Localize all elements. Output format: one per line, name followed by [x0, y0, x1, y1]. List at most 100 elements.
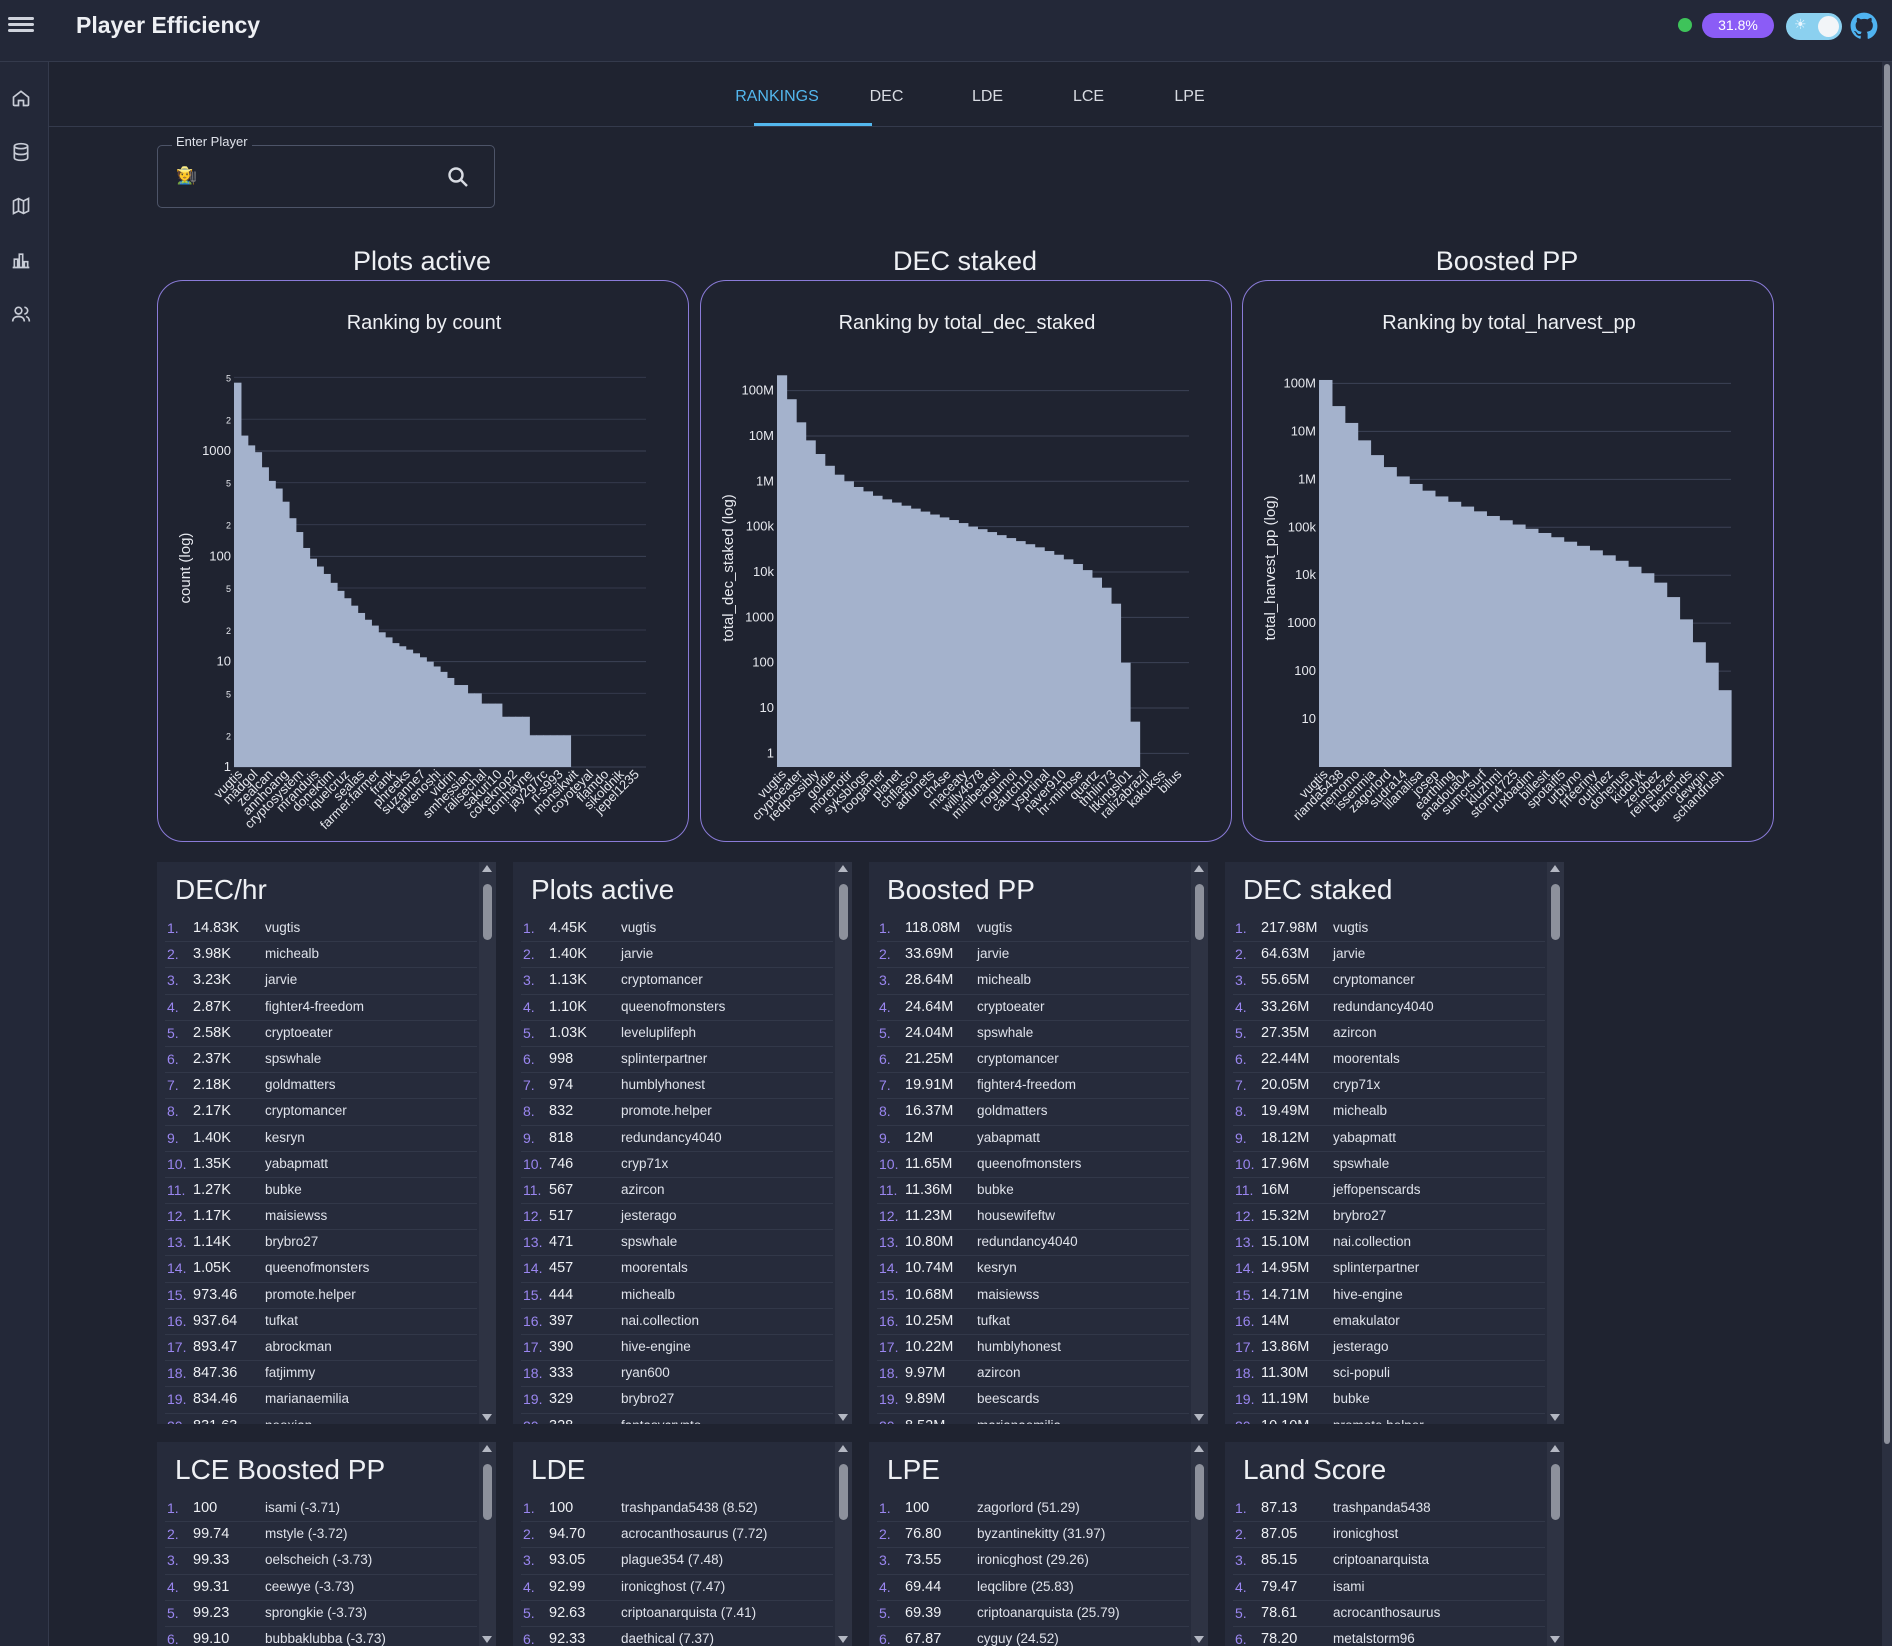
rank-row[interactable]: 8. 16.37M goldmatters [877, 1099, 1189, 1126]
rank-row[interactable]: 17. 893.47 abrockman [165, 1335, 477, 1362]
rank-row[interactable]: 13. 15.10M nai.collection [1233, 1230, 1545, 1257]
rank-row[interactable]: 18. 333 ryan600 [521, 1361, 833, 1388]
map-icon[interactable] [11, 196, 33, 218]
rank-row[interactable]: 16. 937.64 tufkat [165, 1309, 477, 1335]
scroll-up-icon[interactable] [482, 1445, 492, 1452]
rank-row[interactable]: 13. 10.80M redundancy4040 [877, 1230, 1189, 1257]
rank-row[interactable]: 4. 69.44 leqclibre (25.83) [877, 1575, 1189, 1601]
rank-row[interactable]: 14. 457 moorentals [521, 1256, 833, 1283]
rank-row[interactable]: 10. 746 cryp71x [521, 1152, 833, 1178]
panel-scrollbar[interactable] [835, 1442, 852, 1646]
rank-row[interactable]: 4. 1.10K queenofmonsters [521, 995, 833, 1021]
rank-row[interactable]: 7. 2.18K goldmatters [165, 1073, 477, 1100]
scroll-down-icon[interactable] [482, 1414, 492, 1421]
scroll-up-icon[interactable] [838, 1445, 848, 1452]
rank-row[interactable]: 2. 76.80 byzantinekitty (31.97) [877, 1522, 1189, 1549]
tab-lpe[interactable]: LPE [1174, 88, 1205, 105]
rank-row[interactable]: 8. 19.49M michealb [1233, 1099, 1545, 1126]
rank-row[interactable]: 1. 217.98M vugtis [1233, 916, 1545, 943]
rank-row[interactable]: 1. 14.83K vugtis [165, 916, 477, 943]
rank-row[interactable]: 17. 13.86M jesterago [1233, 1335, 1545, 1362]
rank-row[interactable]: 10. 1.35K yabapmatt [165, 1152, 477, 1178]
rank-row[interactable]: 10. 11.65M queenofmonsters [877, 1152, 1189, 1178]
rank-row[interactable]: 8. 832 promote.helper [521, 1099, 833, 1126]
rank-row[interactable]: 7. 20.05M cryp71x [1233, 1073, 1545, 1100]
scroll-thumb[interactable] [1551, 884, 1560, 940]
rank-row[interactable]: 4. 24.64M cryptoeater [877, 995, 1189, 1021]
page-scroll-thumb[interactable] [1884, 64, 1890, 1444]
rank-row[interactable]: 1. 100 isami (-3.71) [165, 1496, 477, 1523]
rank-row[interactable]: 2. 99.74 mstyle (-3.72) [165, 1522, 477, 1549]
bar-chart-icon[interactable] [11, 250, 33, 272]
rank-row[interactable]: 16. 10.25M tufkat [877, 1309, 1189, 1335]
rank-row[interactable]: 7. 974 humblyhonest [521, 1073, 833, 1100]
rank-row[interactable]: 12. 517 jesterago [521, 1204, 833, 1231]
scroll-down-icon[interactable] [1194, 1414, 1204, 1421]
rank-row[interactable]: 5. 69.39 criptoanarquista (25.79) [877, 1601, 1189, 1627]
rank-row[interactable]: 6. 22.44M moorentals [1233, 1047, 1545, 1074]
rank-row[interactable]: 5. 99.23 sprongkie (-3.73) [165, 1601, 477, 1627]
rank-row[interactable]: 15. 14.71M hive-engine [1233, 1283, 1545, 1309]
scroll-down-icon[interactable] [1550, 1414, 1560, 1421]
scroll-up-icon[interactable] [482, 865, 492, 872]
rank-row[interactable]: 1. 87.13 trashpanda5438 [1233, 1496, 1545, 1523]
rank-row[interactable]: 6. 99.10 bubbaklubba (-3.73) [165, 1627, 477, 1646]
rank-row[interactable]: 15. 973.46 promote.helper [165, 1283, 477, 1309]
rank-row[interactable]: 1. 4.45K vugtis [521, 916, 833, 943]
rank-row[interactable]: 5. 2.58K cryptoeater [165, 1021, 477, 1047]
rank-row[interactable]: 5. 27.35M azircon [1233, 1021, 1545, 1047]
rank-row[interactable]: 6. 21.25M cryptomancer [877, 1047, 1189, 1074]
scroll-up-icon[interactable] [1194, 1445, 1204, 1452]
rank-row[interactable]: 20. 831.63 neoxian [165, 1414, 477, 1424]
rank-row[interactable]: 15. 444 michealb [521, 1283, 833, 1309]
rank-row[interactable]: 16. 397 nai.collection [521, 1309, 833, 1335]
rank-row[interactable]: 19. 834.46 marianaemilia [165, 1387, 477, 1414]
rank-row[interactable]: 1. 118.08M vugtis [877, 916, 1189, 943]
rank-row[interactable]: 18. 847.36 fatjimmy [165, 1361, 477, 1388]
scroll-thumb[interactable] [1195, 884, 1204, 940]
rank-row[interactable]: 16. 14M emakulator [1233, 1309, 1545, 1335]
rank-row[interactable]: 11. 1.27K bubke [165, 1178, 477, 1205]
rank-row[interactable]: 9. 1.40K kesryn [165, 1126, 477, 1152]
rank-row[interactable]: 18. 9.97M azircon [877, 1361, 1189, 1388]
rank-row[interactable]: 3. 3.23K jarvie [165, 968, 477, 995]
rank-row[interactable]: 2. 33.69M jarvie [877, 942, 1189, 969]
rank-row[interactable]: 6. 92.33 daethical (7.37) [521, 1627, 833, 1646]
scroll-down-icon[interactable] [1550, 1636, 1560, 1643]
rank-row[interactable]: 11. 567 azircon [521, 1178, 833, 1205]
rank-row[interactable]: 14. 14.95M splinterpartner [1233, 1256, 1545, 1283]
rank-row[interactable]: 13. 471 spswhale [521, 1230, 833, 1257]
rank-row[interactable]: 20. 8.52M marianaemilia [877, 1414, 1189, 1424]
scroll-thumb[interactable] [1195, 1464, 1204, 1520]
rank-row[interactable]: 10. 17.96M spswhale [1233, 1152, 1545, 1178]
rank-row[interactable]: 5. 1.03K leveluplifeph [521, 1021, 833, 1047]
scroll-up-icon[interactable] [1550, 1445, 1560, 1452]
rank-row[interactable]: 17. 390 hive-engine [521, 1335, 833, 1362]
rank-row[interactable]: 6. 998 splinterpartner [521, 1047, 833, 1074]
rank-row[interactable]: 2. 3.98K michealb [165, 942, 477, 969]
rank-row[interactable]: 3. 85.15 criptoanarquista [1233, 1548, 1545, 1575]
theme-toggle[interactable]: ☀ [1786, 13, 1842, 40]
panel-scrollbar[interactable] [1547, 862, 1564, 1424]
rank-row[interactable]: 3. 28.64M michealb [877, 968, 1189, 995]
rank-row[interactable]: 3. 99.33 oelscheich (-3.73) [165, 1548, 477, 1575]
rank-row[interactable]: 9. 818 redundancy4040 [521, 1126, 833, 1152]
github-icon[interactable] [1850, 12, 1878, 40]
rank-row[interactable]: 15. 10.68M maisiewss [877, 1283, 1189, 1309]
rank-row[interactable]: 19. 9.89M beescards [877, 1387, 1189, 1414]
menu-icon[interactable] [8, 14, 34, 40]
page-scrollbar[interactable] [1882, 62, 1892, 1646]
rank-row[interactable]: 12. 1.17K maisiewss [165, 1204, 477, 1231]
home-icon[interactable] [11, 88, 33, 110]
rank-row[interactable]: 14. 10.74M kesryn [877, 1256, 1189, 1283]
rank-row[interactable]: 13. 1.14K brybro27 [165, 1230, 477, 1257]
panel-scrollbar[interactable] [479, 862, 496, 1424]
rank-row[interactable]: 3. 55.65M cryptomancer [1233, 968, 1545, 995]
rank-row[interactable]: 1. 100 trashpanda5438 (8.52) [521, 1496, 833, 1523]
panel-scrollbar[interactable] [479, 1442, 496, 1646]
rank-row[interactable]: 5. 24.04M spswhale [877, 1021, 1189, 1047]
rank-row[interactable]: 5. 78.61 acrocanthosaurus [1233, 1601, 1545, 1627]
rank-row[interactable]: 11. 16M jeffopenscards [1233, 1178, 1545, 1205]
rank-row[interactable]: 3. 93.05 plague354 (7.48) [521, 1548, 833, 1575]
rank-row[interactable]: 4. 33.26M redundancy4040 [1233, 995, 1545, 1021]
